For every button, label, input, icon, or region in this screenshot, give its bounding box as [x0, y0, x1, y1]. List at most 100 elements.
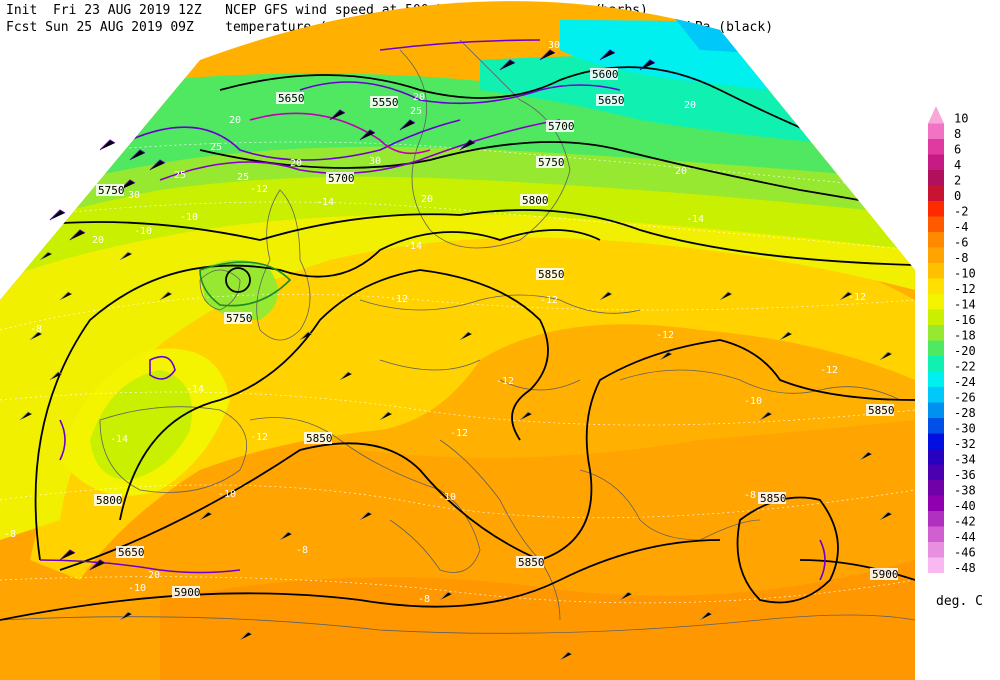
height-label: 5700 — [328, 172, 355, 185]
wind-barbs — [19, 251, 893, 661]
legend-swatch — [928, 106, 944, 124]
temp-label: -14 — [316, 197, 334, 208]
legend-label: -22 — [954, 360, 976, 374]
legend-label: -28 — [954, 406, 976, 420]
wind-label: 20 — [92, 235, 104, 246]
temp-label: -8 — [744, 490, 756, 501]
legend-swatch — [928, 418, 944, 434]
legend-label: -18 — [954, 329, 976, 343]
wind-barbs-strong — [49, 49, 656, 571]
height-label: 5900 — [872, 568, 899, 581]
temp-label: -8 — [4, 529, 16, 540]
temp-label: -12 — [250, 432, 268, 443]
temp-label: -12 — [496, 376, 514, 387]
coastlines-borders — [0, 39, 915, 634]
legend-label: -32 — [954, 437, 976, 451]
height-label: 5850 — [760, 492, 787, 505]
legend-label: -46 — [954, 546, 976, 560]
legend-swatch — [928, 278, 944, 294]
geopotential-height-contours — [0, 66, 915, 621]
legend-label: -48 — [954, 561, 976, 575]
legend-label: -16 — [954, 313, 976, 327]
height-label: 5700 — [548, 120, 575, 133]
legend-label: -34 — [954, 453, 976, 467]
legend-label: -36 — [954, 468, 976, 482]
wind-label: 20 — [675, 166, 687, 177]
temperature-isotherms — [0, 141, 915, 604]
height-label: 5600 — [592, 68, 619, 81]
legend-label: 0 — [954, 189, 961, 203]
temp-label: -12 — [656, 330, 674, 341]
temp-label: -8 — [296, 545, 308, 556]
legend-swatch — [928, 480, 944, 496]
legend-label: -30 — [954, 422, 976, 436]
legend-swatch — [928, 387, 944, 403]
temp-label: -12 — [540, 295, 558, 306]
legend-label: -6 — [954, 236, 968, 250]
temp-label: -10 — [180, 212, 198, 223]
wind-label: 20 — [148, 570, 160, 581]
height-label: 5750 — [226, 312, 253, 325]
temp-label: -12 — [250, 184, 268, 195]
wind-label: 20 — [290, 158, 302, 169]
legend-swatch — [928, 123, 944, 139]
wind-label: 30 — [548, 40, 560, 51]
temp-label: -10 — [438, 492, 456, 503]
height-label: 5850 — [868, 404, 895, 417]
legend-swatch — [928, 185, 944, 201]
legend-label: 10 — [954, 112, 968, 126]
wind-label: 20 — [413, 92, 425, 103]
legend-label: -8 — [954, 251, 968, 265]
temp-label: -10 — [218, 489, 236, 500]
temp-label: -14 — [110, 434, 128, 445]
legend-swatch — [928, 154, 944, 170]
legend-label: 4 — [954, 158, 961, 172]
legend-swatch — [928, 511, 944, 527]
temp-label: -10 — [744, 396, 762, 407]
wind-label: 20 — [421, 194, 433, 205]
wind-label: 25 — [237, 172, 249, 183]
legend-label: -38 — [954, 484, 976, 498]
legend-swatch — [928, 433, 944, 449]
height-label: 5650 — [278, 92, 305, 105]
wind-label: 20 — [229, 115, 241, 126]
wind-label: 25 — [410, 106, 422, 117]
legend-labels: 108 64 20 -2-4 -6-8 -10-12 -14-16 -18-20 -22-24 -… — [954, 112, 976, 576]
temp-label: -8 — [30, 324, 42, 335]
height-label: 5850 — [518, 556, 545, 569]
legend-swatch — [928, 402, 944, 418]
weather-map: 5550 5600 5650 5700 5750 5800 5850 5900 … — [0, 1, 915, 680]
legend-label: -42 — [954, 515, 976, 529]
legend-label: 2 — [954, 174, 961, 188]
legend-swatch — [928, 356, 944, 372]
temp-label: -10 — [134, 226, 152, 237]
legend-label: -12 — [954, 282, 976, 296]
legend-label: -20 — [954, 344, 976, 358]
legend-swatch — [928, 449, 944, 465]
temp-label: -12 — [848, 292, 866, 303]
height-label: 5650 — [118, 546, 145, 559]
height-label: 5750 — [98, 184, 125, 197]
height-label: 5850 — [306, 432, 333, 445]
temp-label: -14 — [404, 241, 422, 252]
temperature-legend: 108 64 20 -2-4 -6-8 -10-12 -14-16 -18-20 -22-24 -… — [928, 106, 976, 576]
legend-swatch — [928, 139, 944, 155]
legend-label: -44 — [954, 530, 976, 544]
wind-labels: 20 25 30 25 20 30 25 20 20 20 20 25 30 2… — [92, 40, 696, 581]
height-label: 5650 — [598, 94, 625, 107]
legend-swatch — [928, 170, 944, 186]
wind-label: 20 — [684, 100, 696, 111]
temperature-shading — [0, 1, 915, 680]
wind-label: 30 — [369, 156, 381, 167]
legend-label: 8 — [954, 127, 961, 141]
temp-label: -12 — [820, 365, 838, 376]
height-label: 5900 — [174, 586, 201, 599]
height-label: 5800 — [522, 194, 549, 207]
legend-label: -40 — [954, 499, 976, 513]
legend-swatch — [928, 542, 944, 558]
init-time: Init Fri 23 AUG 2019 12Z — [6, 3, 202, 18]
legend-swatch — [928, 371, 944, 387]
legend-label: -24 — [954, 375, 976, 389]
wind-label: 25 — [174, 170, 186, 181]
height-label: 5800 — [96, 494, 123, 507]
